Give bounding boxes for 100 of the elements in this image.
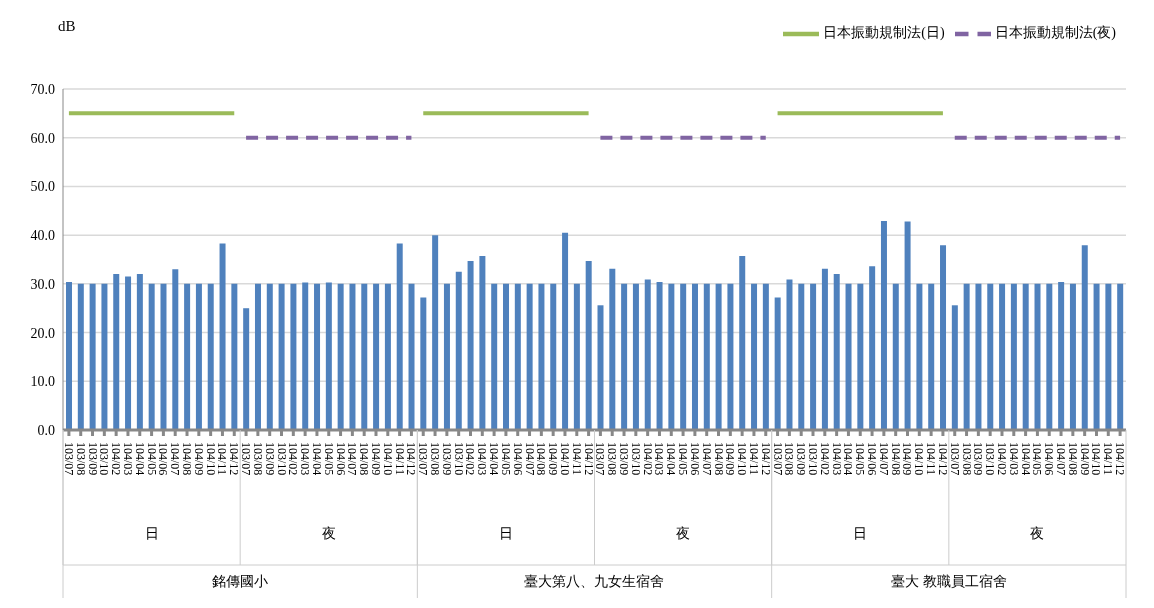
bar — [195, 283, 202, 430]
bar — [821, 268, 828, 430]
x-tick-label: 104/03 — [1006, 442, 1021, 476]
bar — [148, 283, 155, 430]
x-tick-label: 104/11 — [1101, 442, 1116, 475]
x-tick-label: 104/07 — [345, 442, 360, 476]
bar — [656, 281, 663, 430]
bar — [644, 279, 651, 430]
y-axis-title: dB — [58, 18, 76, 35]
x-tick-label: 104/07 — [168, 442, 183, 476]
x-tick-label: 104/07 — [522, 442, 537, 476]
bar — [951, 305, 958, 430]
bar — [1022, 283, 1029, 430]
x-tick-label: 104/10 — [203, 442, 218, 476]
bar — [1010, 283, 1017, 430]
x-tick-label: 104/02 — [463, 442, 478, 476]
x-tick-label: 104/10 — [1089, 442, 1104, 476]
x-tick-label: 104/05 — [321, 442, 336, 476]
x-tick-label: 104/02 — [286, 442, 301, 476]
text: 夜 — [675, 525, 692, 543]
bar — [1069, 283, 1076, 430]
text: 夜 — [320, 525, 337, 543]
bar — [727, 283, 734, 430]
bar — [290, 283, 297, 430]
x-tick-label: 104/04 — [841, 442, 856, 476]
bar — [325, 282, 332, 430]
bar — [999, 283, 1006, 430]
bar — [243, 308, 250, 430]
bar — [302, 282, 309, 430]
x-tick-label: 104/06 — [333, 442, 348, 476]
bar — [349, 283, 356, 430]
bar — [916, 283, 923, 430]
bar — [337, 283, 344, 430]
x-tick-label: 104/09 — [900, 442, 915, 476]
bar — [585, 260, 592, 430]
bar — [514, 283, 521, 430]
x-tick-label: 104/05 — [853, 442, 868, 476]
bar — [739, 256, 746, 430]
x-tick-label: 103/07 — [593, 442, 608, 476]
bar — [810, 283, 817, 430]
bar — [479, 256, 486, 430]
bar — [880, 221, 887, 430]
x-tick-label: 103/10 — [274, 442, 289, 476]
bar — [621, 283, 628, 430]
bar — [762, 283, 769, 430]
x-tick-label: 104/08 — [888, 442, 903, 476]
bar — [254, 283, 261, 430]
y-tick-label: 70.0 — [30, 81, 55, 97]
y-tick-label: 20.0 — [30, 325, 55, 341]
bar — [786, 279, 793, 430]
x-tick-label: 104/03 — [652, 442, 667, 476]
bar — [963, 283, 970, 430]
y-tick-label: 50.0 — [30, 179, 55, 195]
x-tick-label: 104/10 — [380, 442, 395, 476]
x-tick-label: 103/08 — [782, 442, 797, 476]
bar — [113, 274, 120, 430]
bar — [503, 283, 510, 430]
x-tick-label: 104/12 — [1113, 442, 1128, 476]
bar — [703, 283, 710, 430]
x-tick-label: 104/06 — [510, 442, 525, 476]
x-tick-label: 103/09 — [794, 442, 809, 476]
bar — [219, 243, 226, 430]
bar — [928, 283, 935, 430]
x-tick-label: 104/12 — [404, 442, 419, 476]
x-tick-label: 103/09 — [85, 442, 100, 476]
x-tick-label: 103/07 — [416, 442, 431, 476]
x-tick-label: 104/05 — [1030, 442, 1045, 476]
x-tick-label: 104/07 — [699, 442, 714, 476]
bar — [632, 283, 639, 430]
bar — [845, 283, 852, 430]
bar — [361, 283, 368, 430]
bar — [172, 269, 179, 430]
x-tick-label: 104/08 — [711, 442, 726, 476]
bar — [396, 243, 403, 430]
bar — [774, 297, 781, 430]
x-tick-label: 103/08 — [605, 442, 620, 476]
x-tick-label: 103/07 — [61, 442, 76, 476]
bar — [231, 283, 238, 430]
legend-label: 日本振動規制法(夜) — [994, 25, 1116, 41]
x-tick-label: 104/04 — [1018, 442, 1033, 476]
bar — [408, 283, 415, 430]
x-tick-label: 104/03 — [475, 442, 490, 476]
x-tick-label: 104/06 — [156, 442, 171, 476]
bar — [77, 283, 84, 430]
bar — [987, 283, 994, 430]
x-tick-label: 104/02 — [640, 442, 655, 476]
bar — [1093, 283, 1100, 430]
bar — [668, 283, 675, 430]
bar — [455, 271, 462, 430]
bar — [833, 274, 840, 430]
y-tick-label: 10.0 — [30, 374, 55, 390]
bar — [1081, 245, 1088, 430]
x-tick-label: 104/08 — [534, 442, 549, 476]
x-tick-label: 103/07 — [770, 442, 785, 476]
bar — [892, 283, 899, 430]
bar — [160, 283, 167, 430]
bar — [1117, 283, 1124, 430]
bar — [101, 283, 108, 430]
bar — [798, 283, 805, 430]
bar — [432, 235, 439, 430]
